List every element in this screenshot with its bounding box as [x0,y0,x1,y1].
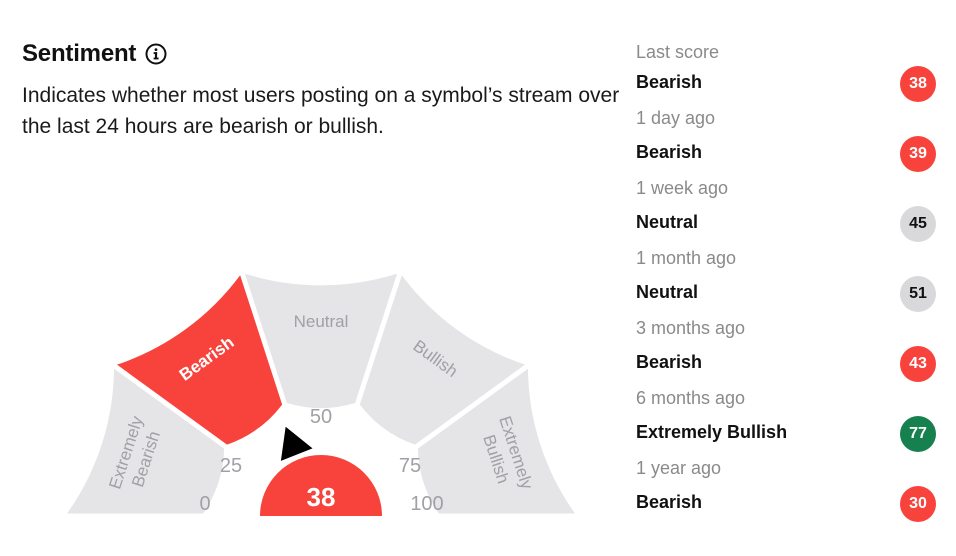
gauge-tick-label: 100 [410,493,443,515]
history-sentiment-label: Extremely Bullish [636,422,788,442]
history-sentiment-label: Bearish [636,72,703,92]
history-timeframe: 1 week ago [636,178,729,198]
header: Sentiment [22,40,167,68]
history-row: Bearish 30 [636,486,936,522]
sentiment-gauge: ExtremelyBearishBearishNeutralBullishExt… [67,273,575,516]
history-timeframe: 6 months ago [636,388,746,408]
score-history: Last score Bearish 38 1 day ago Bearish 39 1 … [636,36,936,522]
last-score-label: Last score [636,42,720,62]
score-badge: 77 [900,416,936,452]
history-timeframe: 1 year ago [636,458,722,478]
history-sentiment-label: Bearish [636,352,703,372]
gauge-tick-label: 25 [220,455,242,477]
gauge-score-value: 38 [307,482,336,512]
history-sentiment-label: Bearish [636,142,703,162]
gauge-segment-neutral [244,273,398,409]
history-timeframe: 1 day ago [636,108,716,128]
gauge-needle [280,426,313,461]
history-timeframe: 3 months ago [636,318,746,338]
history-timeframe: 1 month ago [636,248,737,268]
gauge-tick-label: 75 [399,455,421,477]
gauge-segment-extremely-bullish [417,368,575,514]
history-sentiment-label: Neutral [636,282,699,302]
score-badge: 43 [900,346,936,382]
score-badge: 39 [900,136,936,172]
page-title: Sentiment [22,40,137,67]
history-row: Extremely Bullish 77 [636,416,936,452]
gauge-segment-label-line: Neutral [294,312,349,331]
score-badge: 45 [900,206,936,242]
gauge-tick-label: 50 [310,406,332,428]
info-icon[interactable] [145,43,167,65]
history-row: Bearish 43 [636,346,936,382]
score-badge: 51 [900,276,936,312]
gauge-segment-extremely-bearish [67,368,225,514]
gauge-segment-bullish [359,275,526,445]
history-row: Bearish 39 [636,136,936,172]
history-row: Neutral 51 [636,276,936,312]
gauge-segment-label: Neutral [294,312,349,331]
description: Indicates whether most users posting on … [22,84,620,138]
gauge-tick-label: 0 [199,493,210,515]
score-badge: 38 [900,66,936,102]
gauge-segment-bearish [116,275,283,445]
history-sentiment-label: Neutral [636,212,699,232]
history-row: Neutral 45 [636,206,936,242]
history-sentiment-label: Bearish [636,492,703,512]
history-row: Bearish 38 [636,66,936,102]
gauge-score-dome [260,455,382,516]
score-badge: 30 [900,486,936,522]
